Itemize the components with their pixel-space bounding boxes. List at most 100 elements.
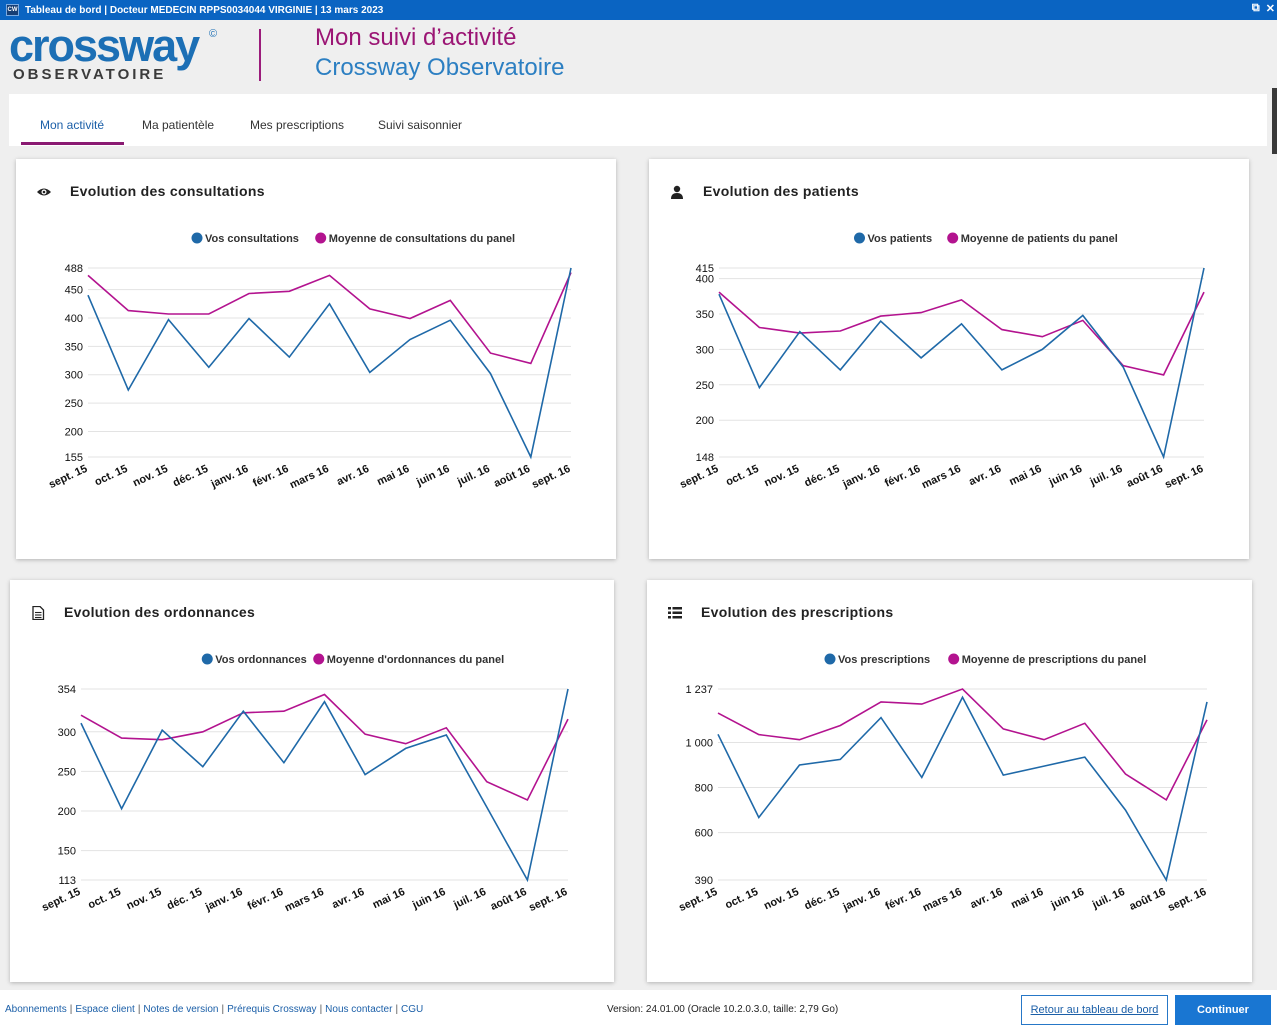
legend-marker[interactable] xyxy=(947,232,959,244)
y-tick-label: 113 xyxy=(58,875,76,887)
x-tick-label: févr. 16 xyxy=(884,886,923,913)
chart-prescriptions: 390 600 800 1 000 1 237 sept. 15 oct. 15 nov. 1… xyxy=(677,653,1208,914)
card-consultations: Evolution des consultations 155 200 250 300… xyxy=(16,159,616,559)
x-tick-label: déc. 15 xyxy=(803,463,842,490)
tab-mes-prescriptions[interactable]: Mes prescriptions xyxy=(250,118,345,132)
y-tick-label: 415 xyxy=(696,263,714,275)
series-line xyxy=(718,267,1205,460)
x-tick-label: nov. 15 xyxy=(762,463,801,490)
legend-marker[interactable] xyxy=(854,232,865,244)
chart-consultations: 155 200 250 300 350 400 450 488 sept. 15 oct. 15 n… xyxy=(47,232,572,491)
link-abonnements[interactable]: Abonnements xyxy=(5,1004,67,1015)
y-tick-label: 250 xyxy=(696,380,714,392)
card-patients: Evolution des patients 148 200 250 300 350 40… xyxy=(649,159,1249,559)
legend-marker[interactable] xyxy=(313,653,325,665)
y-tick-label: 150 xyxy=(58,846,76,858)
x-tick-label: oct. 15 xyxy=(86,886,123,912)
legend-label[interactable]: Moyenne de patients du panel xyxy=(961,233,1118,245)
x-tick-label: févr. 16 xyxy=(883,463,922,490)
link-nous-contacter[interactable]: Nous contacter xyxy=(325,1004,393,1015)
scrollbar[interactable] xyxy=(1272,88,1277,154)
x-tick-label: sept. 15 xyxy=(40,886,82,914)
restore-icon[interactable]: ⧉ xyxy=(1251,2,1260,14)
header-divider xyxy=(259,29,261,81)
x-tick-label: janv. 16 xyxy=(840,463,882,491)
y-tick-label: 350 xyxy=(696,309,714,321)
x-tick-label: févr. 16 xyxy=(251,463,290,490)
legend-label[interactable]: Moyenne de prescriptions du panel xyxy=(962,654,1147,666)
x-tick-label: nov. 15 xyxy=(762,886,801,913)
list-icon xyxy=(668,607,682,619)
y-tick-label: 200 xyxy=(65,426,83,438)
legend-label[interactable]: Vos consultations xyxy=(205,233,299,245)
tab-mon-activite[interactable]: Mon activité xyxy=(40,118,105,132)
legend-label[interactable]: Vos ordonnances xyxy=(215,654,306,666)
y-tick-label: 800 xyxy=(695,783,713,795)
link-cgu[interactable]: CGU xyxy=(401,1004,424,1015)
x-tick-label: juil. 16 xyxy=(451,886,488,912)
legend-marker[interactable] xyxy=(948,653,960,665)
x-tick-label: déc. 15 xyxy=(165,886,204,913)
x-tick-label: sept. 16 xyxy=(530,463,572,491)
y-tick-label: 600 xyxy=(695,828,713,840)
y-tick-label: 354 xyxy=(58,684,76,696)
logo-copyright: © xyxy=(209,28,218,40)
chart-ordonnances: 113 150 200 250 300 354 sept. 15 oct. 15 nov. 15… xyxy=(40,653,569,914)
window-title: Tableau de bord | Docteur MEDECIN RPPS00… xyxy=(25,4,384,16)
y-tick-label: 300 xyxy=(65,370,83,382)
eye-icon xyxy=(37,188,51,196)
x-tick-label: juil. 16 xyxy=(455,463,492,489)
link-espace-client[interactable]: Espace client xyxy=(75,1004,135,1015)
back-to-dashboard-button[interactable]: Retour au tableau de bord xyxy=(1021,995,1168,1025)
link-prerequis[interactable]: Prérequis Crossway xyxy=(227,1004,317,1015)
x-tick-label: déc. 15 xyxy=(171,463,210,490)
x-tick-label: oct. 15 xyxy=(723,886,760,912)
legend-marker[interactable] xyxy=(191,232,203,244)
series-line xyxy=(80,693,569,802)
logo: crossway xyxy=(9,20,200,71)
series-line xyxy=(717,695,1208,883)
continue-button[interactable]: Continuer xyxy=(1175,995,1271,1025)
y-tick-label: 400 xyxy=(696,274,714,286)
legend-marker[interactable] xyxy=(315,232,327,244)
x-tick-label: sept. 16 xyxy=(527,886,569,914)
series-line xyxy=(717,688,1208,802)
x-tick-label: mars 16 xyxy=(920,463,963,491)
y-tick-label: 155 xyxy=(65,452,83,464)
page-subtitle: Crossway Observatoire xyxy=(315,54,565,81)
legend-label[interactable]: Moyenne de consultations du panel xyxy=(329,233,515,245)
legend-label[interactable]: Vos patients xyxy=(868,233,933,245)
y-tick-label: 450 xyxy=(65,285,83,297)
legend-marker[interactable] xyxy=(824,653,836,665)
link-notes-de-version[interactable]: Notes de version xyxy=(143,1004,219,1015)
x-tick-label: avr. 16 xyxy=(335,463,371,488)
card-ordonnances: Evolution des ordonnances 113 150 200 250 30… xyxy=(10,580,614,982)
y-tick-label: 300 xyxy=(58,727,76,739)
y-tick-label: 200 xyxy=(696,415,714,427)
x-tick-label: mars 16 xyxy=(283,886,326,914)
app-icon: CW xyxy=(6,4,19,16)
footer-links: Abonnements | Espace client | Notes de ver… xyxy=(5,1004,424,1015)
x-tick-label: sept. 15 xyxy=(677,886,719,914)
app-header: crossway © OBSERVATOIRE Mon suivi d’acti… xyxy=(0,20,1277,90)
document-icon xyxy=(32,606,45,620)
footer: Abonnements | Espace client | Notes de ver… xyxy=(0,990,1277,1036)
y-tick-label: 250 xyxy=(65,398,83,410)
legend-marker[interactable] xyxy=(201,653,213,665)
y-tick-label: 148 xyxy=(696,452,714,464)
series-line xyxy=(87,267,572,460)
tab-suivi-saisonnier[interactable]: Suivi saisonnier xyxy=(378,118,463,132)
y-tick-label: 400 xyxy=(65,313,83,325)
x-tick-label: avr. 16 xyxy=(330,886,366,911)
tab-ma-patientele[interactable]: Ma patientèle xyxy=(142,118,215,132)
legend-label[interactable]: Vos prescriptions xyxy=(838,654,930,666)
card-title: Evolution des patients xyxy=(703,183,859,199)
legend-label[interactable]: Moyenne d'ordonnances du panel xyxy=(327,654,504,666)
x-tick-label: mars 16 xyxy=(921,886,964,914)
series-line xyxy=(87,272,572,365)
x-tick-label: nov. 15 xyxy=(125,886,164,913)
x-tick-label: juin 16 xyxy=(1046,463,1084,489)
close-icon[interactable]: ✕ xyxy=(1265,3,1275,15)
series-line xyxy=(80,688,569,883)
x-tick-label: avr. 16 xyxy=(968,886,1004,911)
